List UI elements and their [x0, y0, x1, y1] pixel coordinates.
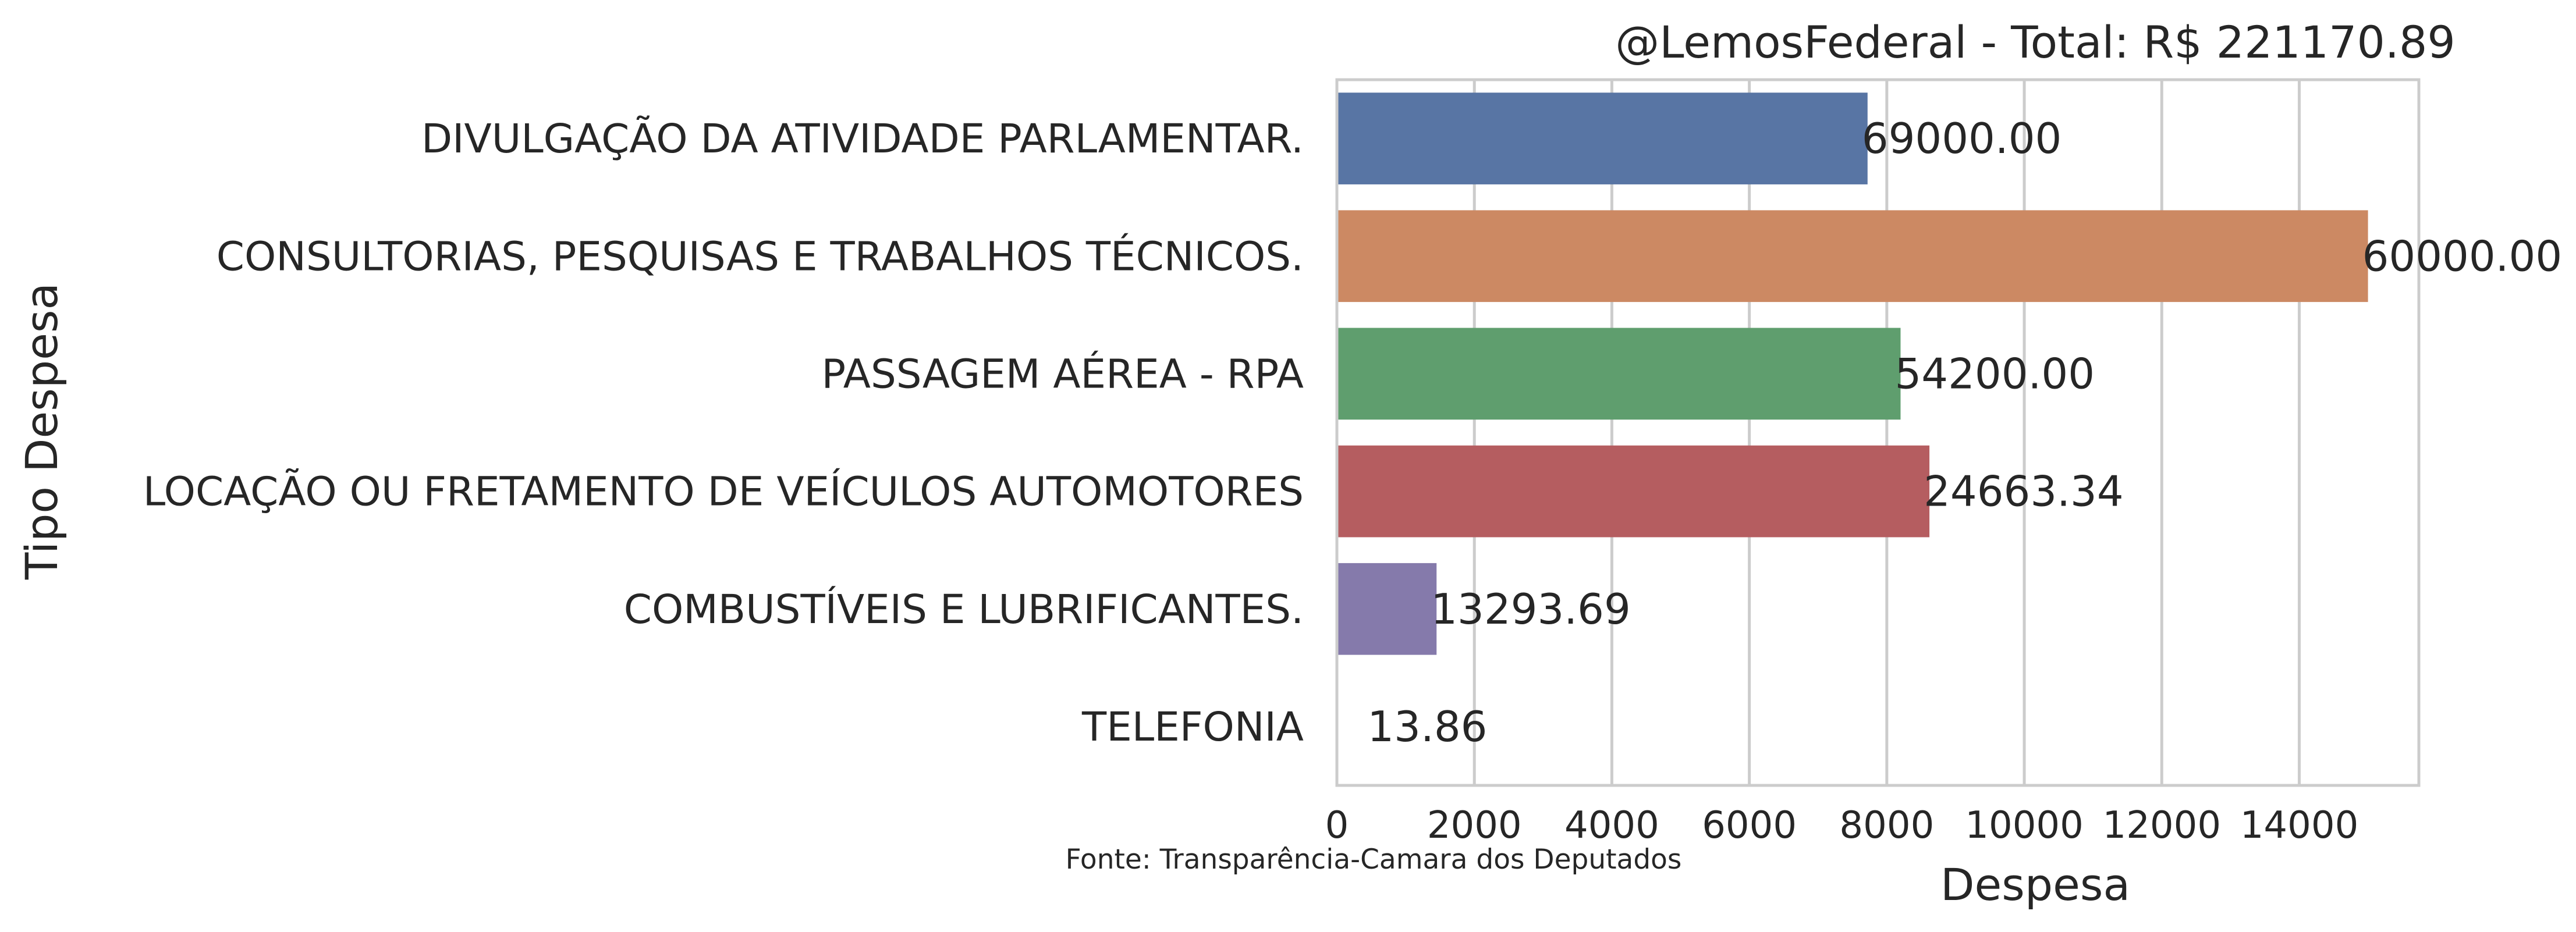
source-note: Fonte: Transparência-Camara dos Deputado… — [1066, 844, 1682, 876]
y-tick-label: COMBUSTÍVEIS E LUBRIFICANTES. — [624, 585, 1304, 633]
bar — [1337, 328, 1901, 420]
y-axis-label: Tipo Despesa — [16, 283, 68, 580]
x-tick-label: 8000 — [1839, 804, 1934, 847]
data-label: 13293.69 — [1431, 585, 1631, 634]
x-tick-label: 2000 — [1427, 804, 1522, 847]
labels: 0 2000 4000 6000 8000 10000 12000 14000 DIVULGAÇ… — [143, 114, 2562, 847]
x-axis-label: Despesa — [1940, 859, 2130, 910]
data-label: 69000.00 — [1862, 114, 2062, 163]
x-tick-label: 4000 — [1564, 804, 1659, 847]
y-tick-label: PASSAGEM AÉREA - RPA — [822, 350, 1304, 397]
y-tick-label: DIVULGAÇÃO DA ATIVIDADE PARLAMENTAR. — [421, 115, 1304, 162]
x-tick-label: 0 — [1325, 804, 1349, 847]
bar — [1337, 445, 1930, 538]
x-tick-label: 6000 — [1702, 804, 1797, 847]
bar — [1337, 93, 1868, 184]
y-tick-label: CONSULTORIAS, PESQUISAS E TRABALHOS TÉCN… — [217, 232, 1304, 280]
chart-title: @LemosFederal - Total: R$ 221170.89 — [1615, 16, 2455, 68]
y-tick-label: LOCAÇÃO OU FRETAMENTO DE VEÍCULOS AUTOMO… — [143, 468, 1304, 515]
data-label: 13.86 — [1367, 702, 1487, 751]
gridlines — [1472, 80, 2301, 785]
bar — [1337, 210, 2368, 303]
data-label: 60000.00 — [2362, 232, 2563, 280]
bar — [1337, 563, 1437, 655]
x-tick-label: 12000 — [2102, 804, 2221, 847]
y-tick-label: TELEFONIA — [1081, 704, 1304, 750]
data-label: 24663.34 — [1924, 467, 2124, 516]
bars — [1337, 93, 2368, 773]
data-label: 54200.00 — [1894, 349, 2095, 398]
x-tick-label: 10000 — [1965, 804, 2084, 847]
x-tick-label: 14000 — [2240, 804, 2359, 847]
plot-frame — [1335, 78, 2421, 787]
